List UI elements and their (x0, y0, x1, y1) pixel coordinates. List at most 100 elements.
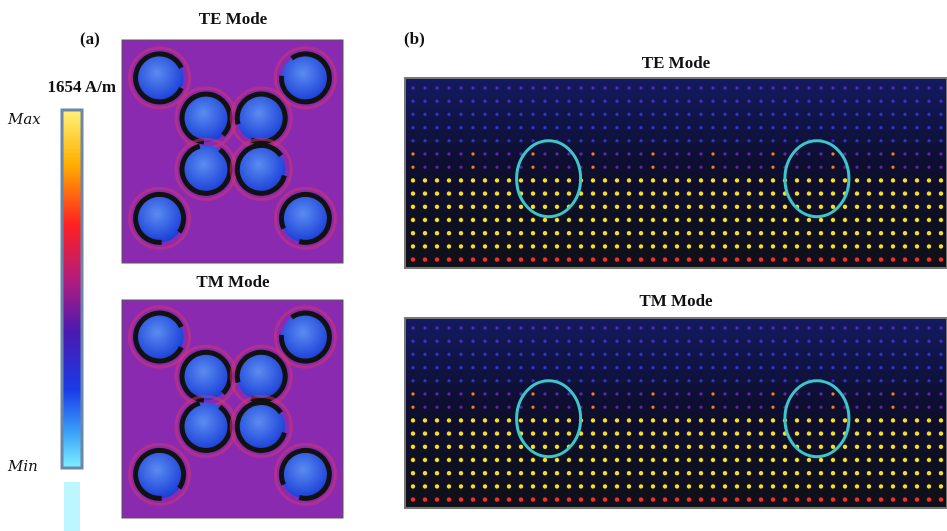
arrow (687, 445, 691, 449)
arrow (795, 244, 799, 248)
arrow (555, 166, 558, 169)
arrow (519, 379, 522, 382)
arrow (447, 340, 450, 343)
arrow (831, 100, 834, 103)
arrow (603, 418, 607, 422)
arrow (543, 445, 547, 449)
arrow (447, 205, 451, 209)
arrow (819, 458, 823, 462)
arrow (495, 257, 499, 261)
arrow (483, 418, 487, 422)
arrow (411, 166, 414, 169)
arrow (807, 218, 811, 222)
arrow (867, 445, 871, 449)
arrow (879, 231, 883, 235)
arrow (891, 326, 894, 329)
arrow (507, 431, 511, 435)
arrow (855, 191, 859, 195)
arrow (915, 113, 918, 116)
arrow (903, 113, 906, 116)
arrow (855, 166, 858, 169)
arrow (855, 484, 859, 488)
arrow (471, 166, 474, 169)
arrow (567, 86, 570, 89)
arrow (939, 231, 943, 235)
arrow (603, 166, 606, 169)
arrow (915, 126, 918, 129)
arrow (807, 353, 810, 356)
arrow (459, 431, 463, 435)
arrow (807, 406, 810, 409)
arrow (447, 418, 451, 422)
arrow (603, 392, 606, 395)
arrow (723, 326, 726, 329)
arrow (807, 152, 810, 155)
arrow (699, 471, 703, 475)
arrow (531, 366, 534, 369)
arrow (531, 218, 535, 222)
arrow (639, 205, 643, 209)
arrow (687, 353, 690, 356)
arrow (831, 340, 834, 343)
arrow (579, 218, 583, 222)
arrow (507, 166, 510, 169)
arrow (711, 113, 714, 116)
arrow (687, 471, 691, 475)
arrow (639, 366, 642, 369)
arrow (663, 406, 666, 409)
arrow (495, 205, 499, 209)
arrow (447, 166, 450, 169)
arrow (495, 178, 499, 182)
arrow (855, 340, 858, 343)
arrow (879, 418, 883, 422)
arrow (747, 445, 751, 449)
arrow (675, 353, 678, 356)
arrow (483, 471, 487, 475)
arrow (711, 205, 715, 209)
arrow (783, 257, 787, 261)
arrow (927, 113, 930, 116)
arrow (807, 86, 810, 89)
arrow (747, 244, 751, 248)
arrow (927, 218, 931, 222)
arrow (807, 497, 811, 501)
arrow (819, 244, 823, 248)
arrow (771, 458, 775, 462)
arrow (411, 497, 415, 501)
arrow (699, 126, 702, 129)
arrow (915, 353, 918, 356)
arrow (687, 244, 691, 248)
arrow (543, 152, 546, 155)
arrow (615, 353, 618, 356)
arrow (759, 166, 762, 169)
arrow (531, 340, 534, 343)
arrow (783, 231, 787, 235)
arrow (423, 418, 427, 422)
arrow (471, 191, 475, 195)
arrow (543, 392, 546, 395)
arrow (843, 244, 847, 248)
arrow (939, 178, 943, 182)
arrow (435, 100, 438, 103)
arrow (555, 497, 559, 501)
arrow (651, 406, 654, 409)
arrow (699, 257, 703, 261)
arrow (459, 366, 462, 369)
arrow (459, 445, 463, 449)
arrow (735, 205, 739, 209)
arrow (507, 257, 511, 261)
arrow (651, 86, 654, 89)
arrow (759, 353, 762, 356)
arrow (819, 86, 822, 89)
arrow (867, 471, 871, 475)
arrow (447, 126, 450, 129)
arrow (663, 152, 666, 155)
arrow (423, 100, 426, 103)
arrow (411, 484, 415, 488)
arrow (843, 366, 846, 369)
arrow (771, 340, 774, 343)
arrow (543, 205, 547, 209)
arrow (891, 353, 894, 356)
arrow (471, 471, 475, 475)
arrow (783, 484, 787, 488)
